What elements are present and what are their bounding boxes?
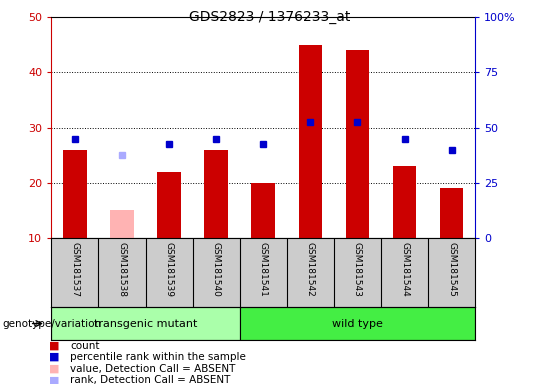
Text: ■: ■ <box>49 341 59 351</box>
Text: genotype/variation: genotype/variation <box>3 318 102 329</box>
Text: count: count <box>70 341 100 351</box>
Text: GSM181540: GSM181540 <box>212 242 221 296</box>
Text: GSM181542: GSM181542 <box>306 242 315 296</box>
Bar <box>299 45 322 238</box>
Bar <box>252 183 275 238</box>
Text: transgenic mutant: transgenic mutant <box>94 318 197 329</box>
Text: value, Detection Call = ABSENT: value, Detection Call = ABSENT <box>70 364 235 374</box>
Text: GSM181545: GSM181545 <box>447 242 456 296</box>
Text: rank, Detection Call = ABSENT: rank, Detection Call = ABSENT <box>70 375 231 384</box>
Text: GSM181538: GSM181538 <box>118 242 126 296</box>
Text: GSM181544: GSM181544 <box>400 242 409 296</box>
Text: ■: ■ <box>49 352 59 362</box>
Text: GSM181541: GSM181541 <box>259 242 268 296</box>
Text: wild type: wild type <box>332 318 383 329</box>
Text: ■: ■ <box>49 364 59 374</box>
Text: GSM181537: GSM181537 <box>70 242 79 296</box>
Bar <box>110 210 134 238</box>
Bar <box>346 50 369 238</box>
Text: GSM181543: GSM181543 <box>353 242 362 296</box>
Bar <box>51 307 240 340</box>
Bar <box>157 172 181 238</box>
Bar <box>204 150 228 238</box>
Bar <box>240 307 475 340</box>
Bar <box>63 150 86 238</box>
Text: percentile rank within the sample: percentile rank within the sample <box>70 352 246 362</box>
Text: GSM181539: GSM181539 <box>165 242 173 296</box>
Text: ■: ■ <box>49 375 59 384</box>
Bar <box>393 166 416 238</box>
Bar <box>440 189 463 238</box>
Text: GDS2823 / 1376233_at: GDS2823 / 1376233_at <box>190 10 350 23</box>
